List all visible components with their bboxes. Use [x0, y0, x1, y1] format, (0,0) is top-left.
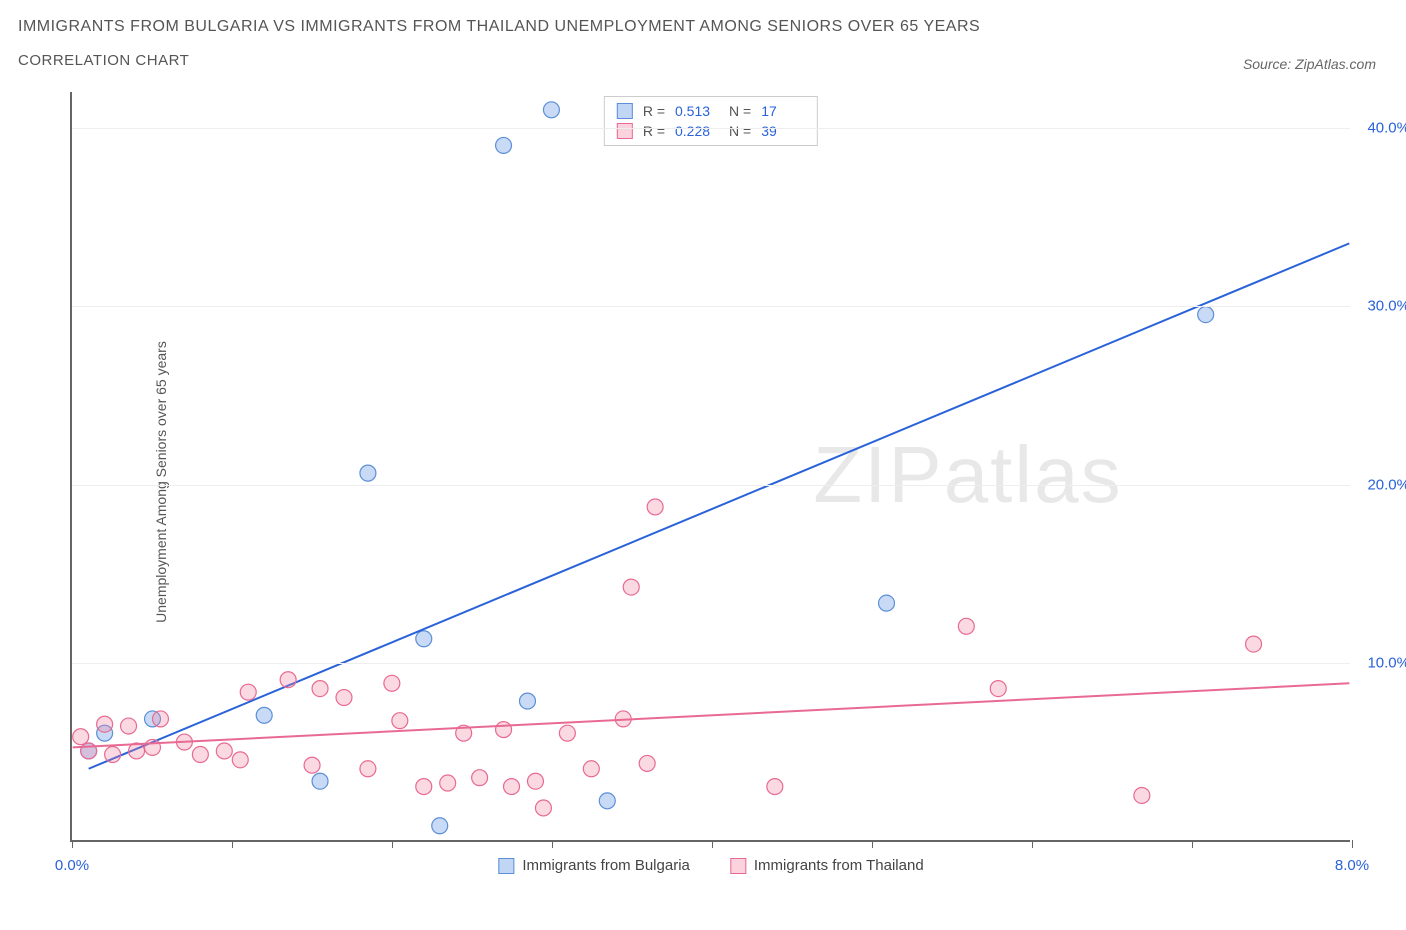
data-point-bulgaria — [543, 102, 559, 118]
source-attribution: Source: ZipAtlas.com — [1243, 56, 1376, 72]
data-point-thailand — [312, 681, 328, 697]
data-point-thailand — [73, 729, 89, 745]
data-point-thailand — [360, 761, 376, 777]
swatch-pink-icon — [730, 858, 746, 874]
data-point-bulgaria — [360, 465, 376, 481]
x-tick-mark — [232, 840, 233, 848]
data-point-thailand — [440, 775, 456, 791]
data-point-thailand — [121, 718, 137, 734]
data-point-thailand — [152, 711, 168, 727]
data-point-thailand — [639, 755, 655, 771]
data-point-bulgaria — [416, 631, 432, 647]
data-point-thailand — [336, 690, 352, 706]
data-point-thailand — [416, 779, 432, 795]
x-tick-mark — [552, 840, 553, 848]
data-point-thailand — [280, 672, 296, 688]
data-point-thailand — [504, 779, 520, 795]
y-tick-label: 20.0% — [1355, 476, 1406, 493]
data-point-thailand — [304, 757, 320, 773]
gridline — [72, 663, 1350, 664]
data-point-thailand — [559, 725, 575, 741]
data-point-bulgaria — [256, 707, 272, 723]
x-tick-label: 8.0% — [1335, 857, 1369, 874]
trend-line-bulgaria — [89, 243, 1350, 768]
chart-container: Unemployment Among Seniors over 65 years… — [60, 92, 1380, 872]
data-point-bulgaria — [879, 595, 895, 611]
x-tick-label: 0.0% — [55, 857, 89, 874]
data-point-thailand — [527, 773, 543, 789]
y-tick-label: 30.0% — [1355, 298, 1406, 315]
legend-item-bulgaria: Immigrants from Bulgaria — [498, 857, 690, 874]
legend-item-thailand: Immigrants from Thailand — [730, 857, 924, 874]
x-tick-mark — [712, 840, 713, 848]
data-point-thailand — [767, 779, 783, 795]
x-tick-mark — [1192, 840, 1193, 848]
data-point-bulgaria — [1198, 307, 1214, 323]
chart-title-line1: IMMIGRANTS FROM BULGARIA VS IMMIGRANTS F… — [18, 18, 1406, 36]
data-point-thailand — [583, 761, 599, 777]
x-tick-mark — [1352, 840, 1353, 848]
x-tick-mark — [72, 840, 73, 848]
data-point-bulgaria — [432, 818, 448, 834]
data-point-bulgaria — [312, 773, 328, 789]
data-point-thailand — [623, 579, 639, 595]
gridline — [72, 485, 1350, 486]
data-point-bulgaria — [599, 793, 615, 809]
data-point-thailand — [958, 618, 974, 634]
legend-label-bulgaria: Immigrants from Bulgaria — [522, 857, 690, 874]
data-point-thailand — [392, 713, 408, 729]
scatter-svg — [72, 92, 1350, 840]
x-tick-mark — [392, 840, 393, 848]
y-tick-label: 40.0% — [1355, 119, 1406, 136]
data-point-thailand — [1246, 636, 1262, 652]
chart-title-line2: CORRELATION CHART — [18, 52, 1406, 69]
legend-label-thailand: Immigrants from Thailand — [754, 857, 924, 874]
data-point-thailand — [216, 743, 232, 759]
x-tick-mark — [872, 840, 873, 848]
data-point-thailand — [105, 747, 121, 763]
x-tick-mark — [1032, 840, 1033, 848]
gridline — [72, 306, 1350, 307]
data-point-thailand — [384, 675, 400, 691]
data-point-bulgaria — [520, 693, 536, 709]
swatch-blue-icon — [498, 858, 514, 874]
data-point-thailand — [232, 752, 248, 768]
plot-area: ZIPatlas R = 0.513 N = 17 R = 0.228 N = … — [70, 92, 1350, 842]
data-point-thailand — [990, 681, 1006, 697]
data-point-thailand — [145, 739, 161, 755]
data-point-thailand — [496, 722, 512, 738]
data-point-thailand — [192, 747, 208, 763]
data-point-thailand — [97, 716, 113, 732]
gridline — [72, 128, 1350, 129]
data-point-thailand — [1134, 787, 1150, 803]
y-tick-label: 10.0% — [1355, 655, 1406, 672]
data-point-bulgaria — [496, 137, 512, 153]
data-point-thailand — [535, 800, 551, 816]
legend-series: Immigrants from Bulgaria Immigrants from… — [498, 857, 923, 874]
data-point-thailand — [472, 770, 488, 786]
data-point-thailand — [647, 499, 663, 515]
data-point-thailand — [240, 684, 256, 700]
